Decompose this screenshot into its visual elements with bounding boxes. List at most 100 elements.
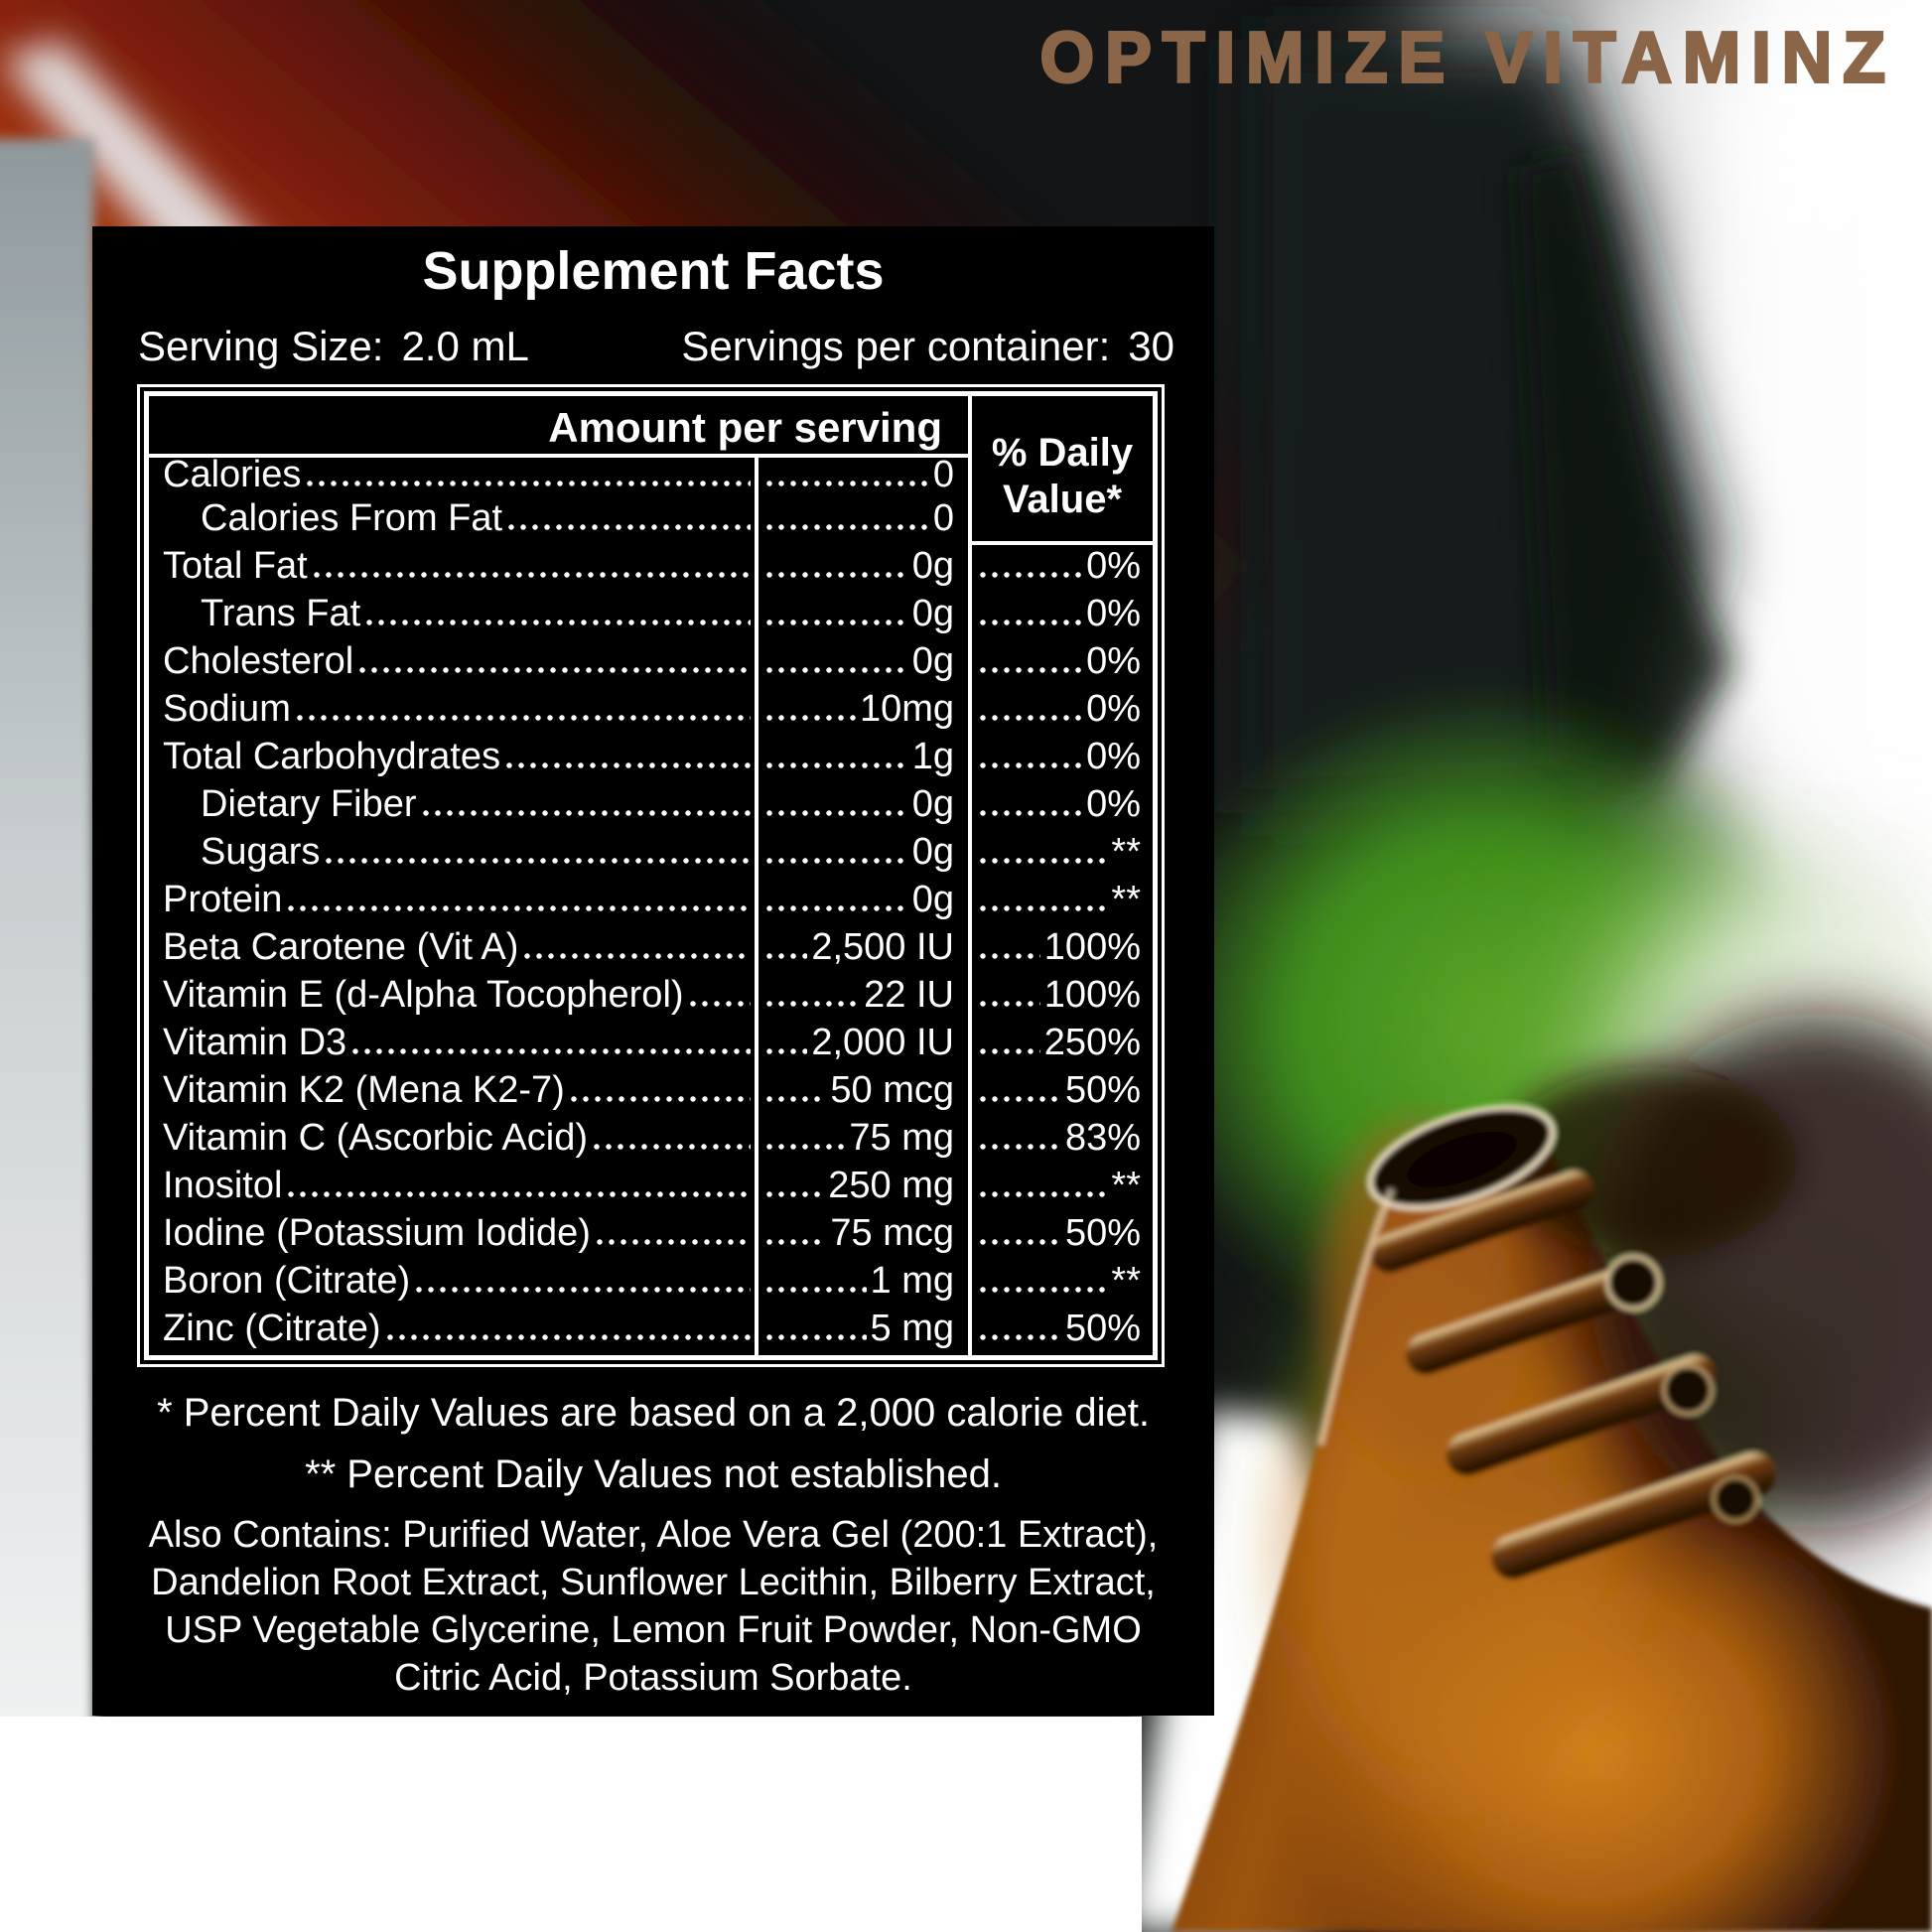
footnote-not-established: ** Percent Daily Values not established. [305,1452,1002,1496]
dot-leader [764,1235,827,1249]
fact-label: Sodium [163,688,291,730]
dot-leader [978,568,1083,582]
fact-daily-value: 0% [1086,783,1141,825]
dot-leader [978,1330,1061,1344]
dot-leader [764,1330,867,1344]
fact-label-cell: Zinc (Citrate) [149,1308,755,1355]
fact-amount-cell: 75 mg [755,1117,968,1165]
dot-leader [764,806,908,820]
fact-daily-value-cell: 0% [972,640,1153,688]
fact-amount: 75 mg [849,1117,954,1159]
dot-leader [591,1140,751,1154]
dot-leader [414,1283,751,1297]
panel-title: Supplement Facts [422,241,885,301]
dot-leader [504,759,751,772]
dot-leader [978,854,1108,868]
fact-daily-value: 50% [1064,1069,1141,1111]
fact-daily-value: 50% [1064,1308,1141,1349]
fact-daily-value-cell: 0% [972,688,1153,736]
fact-amount-cell: 0 [755,454,968,501]
servings-per-container: Servings per container: 30 [681,322,1174,371]
dot-leader [350,1044,751,1058]
dot-leader [978,1044,1040,1058]
fact-daily-value: ** [1111,831,1141,873]
fact-label-cell: Calories From Fat [149,497,755,545]
fact-daily-value-cell: ** [972,1260,1153,1308]
servings-value: 30 [1128,323,1174,369]
fact-daily-value-cell: 100% [972,926,1153,974]
facts-rows-left: Calories 0 Calories From Fat 0 Total Fat 0g Tr… [149,454,968,1355]
dot-leader [420,806,751,820]
dot-leader [764,568,908,582]
dot-leader [764,997,861,1011]
fact-amount: 0g [911,831,954,873]
fact-label: Trans Fat [201,593,361,634]
bottle-threads [1370,1171,1776,1580]
fact-row: Calories From Fat 0 [149,497,968,545]
fact-label: Protein [163,879,283,920]
fact-label-cell: Boron (Citrate) [149,1260,755,1308]
fact-amount: 0 [932,497,954,539]
fact-amount-cell: 0g [755,640,968,688]
dot-leader [978,1187,1108,1201]
fact-row: Cholesterol 0g [149,640,968,688]
fact-label: Boron (Citrate) [163,1260,411,1302]
glass-bead-2 [1662,1364,1714,1416]
supplement-facts-panel: Supplement Facts Serving Size: 2.0 mL Se… [92,226,1214,1716]
fact-label-cell: Iodine (Potassium Iodide) [149,1212,755,1260]
fact-amount-cell: 250 mg [755,1165,968,1212]
dot-leader [978,1283,1108,1297]
dot-leader [764,711,856,725]
neck-shadow [1499,1067,1797,1256]
dot-leader [978,806,1083,820]
dot-leader [978,663,1083,677]
dot-leader [764,759,908,772]
fact-amount: 0g [911,879,954,920]
dot-leader [364,616,751,629]
dot-leader [506,520,751,534]
fact-label: Vitamin C (Ascorbic Acid) [163,1117,588,1159]
fact-row: Sugars 0g [149,831,968,879]
dot-leader [384,1330,751,1344]
dot-leader [764,901,908,915]
fact-row: Beta Carotene (Vit A) 2,500 IU [149,926,968,974]
dot-leader [687,997,751,1011]
fact-label: Calories From Fat [201,497,503,539]
facts-table-left: Amount per serving Calories 0 Calories Fro… [149,396,968,1355]
daily-value-header-line1: % Daily [991,431,1134,475]
dot-leader [978,997,1040,1011]
fact-daily-value: 50% [1064,1212,1141,1254]
fact-label: Vitamin K2 (Mena K2-7) [163,1069,565,1111]
fact-label-cell: Vitamin E (d-Alpha Tocopherol) [149,974,755,1022]
dot-leader [764,616,908,629]
fact-daily-value-cell: ** [972,879,1153,926]
dot-leader [764,1092,827,1106]
glass-bead-3 [1712,1475,1759,1523]
dot-leader [764,1044,808,1058]
facts-table: Amount per serving Calories 0 Calories Fro… [137,384,1165,1367]
dot-leader [286,901,751,915]
fact-label: Cholesterol [163,640,354,682]
amber-bottle [1172,1013,1932,1932]
fact-amount-cell: 22 IU [755,974,968,1022]
dot-leader [764,477,929,490]
fact-label: Beta Carotene (Vit A) [163,926,519,968]
dot-leader [978,1235,1061,1249]
fact-row: Inositol 250 mg [149,1165,968,1212]
facts-table-right: % Daily Value* 0% 0% 0% 0% 0% 0% ** ** 100% 100% 2… [968,396,1153,1355]
glass-bead-1 [1605,1255,1661,1311]
fact-amount-cell: 5 mg [755,1308,968,1355]
fact-amount-cell: 1g [755,736,968,783]
fact-label-cell: Cholesterol [149,640,755,688]
neck-highlight [1316,1187,1396,1446]
dot-leader [286,1187,751,1201]
fact-amount-cell: 0 [755,497,968,545]
fact-daily-value-cell: 0% [972,736,1153,783]
fact-row: Iodine (Potassium Iodide) 75 mcg [149,1212,968,1260]
fact-row: Vitamin E (d-Alpha Tocopherol) 22 IU [149,974,968,1022]
fact-label-cell: Vitamin K2 (Mena K2-7) [149,1069,755,1117]
fact-amount-cell: 75 mcg [755,1212,968,1260]
fact-daily-value-cell: 100% [972,974,1153,1022]
serving-line: Serving Size: 2.0 mL Servings per contai… [92,322,1214,371]
